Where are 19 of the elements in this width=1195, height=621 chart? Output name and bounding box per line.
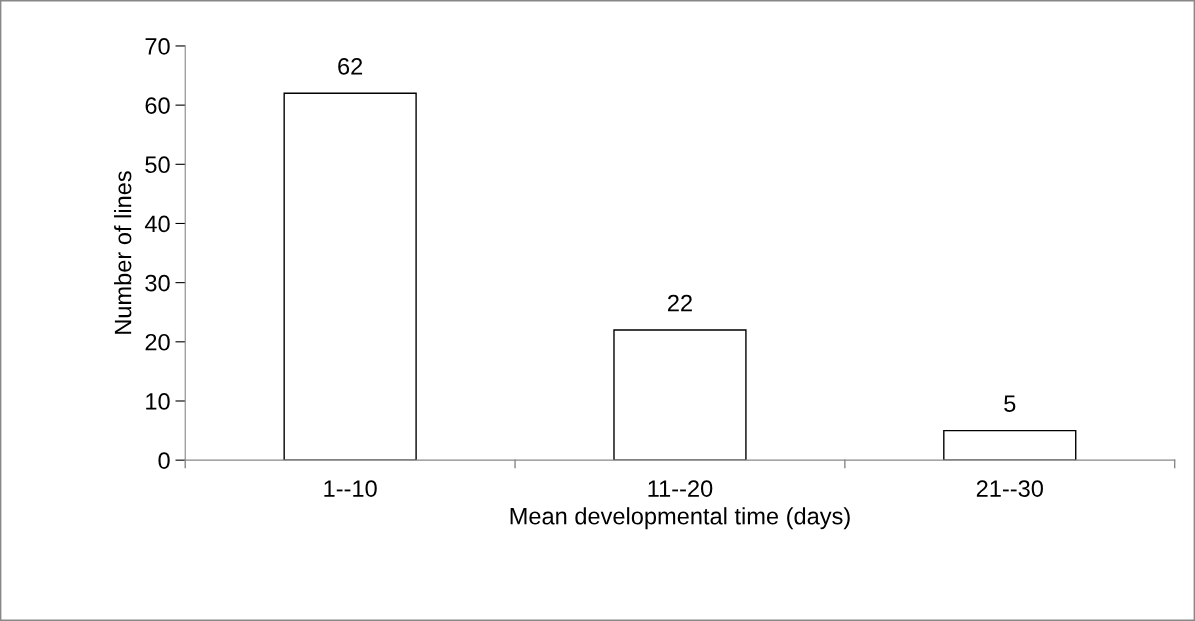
bar — [283, 92, 417, 461]
x-tick-label: 21--30 — [976, 480, 1043, 497]
y-tick-label: 50 — [145, 156, 170, 174]
y-tick-label: 20 — [145, 333, 170, 351]
y-tick-label: 10 — [146, 393, 170, 410]
data-label: 5 — [1004, 395, 1016, 413]
x-tick-label: 1--10 — [324, 480, 377, 497]
data-label: 22 — [668, 294, 692, 312]
bar — [613, 329, 747, 461]
y-tick-label: 40 — [144, 215, 170, 233]
y-tick-label: 0 — [158, 452, 170, 469]
data-label: 62 — [338, 58, 363, 75]
y-axis-title: Number of lines — [114, 171, 132, 334]
x-tick-label: 11--20 — [648, 480, 713, 497]
x-axis-title: Mean developmental time (days) — [510, 507, 850, 530]
bar — [943, 429, 1077, 461]
y-tick-label: 60 — [145, 97, 170, 114]
y-tick-label: 30 — [145, 274, 170, 292]
y-tick-label: 70 — [145, 38, 170, 55]
